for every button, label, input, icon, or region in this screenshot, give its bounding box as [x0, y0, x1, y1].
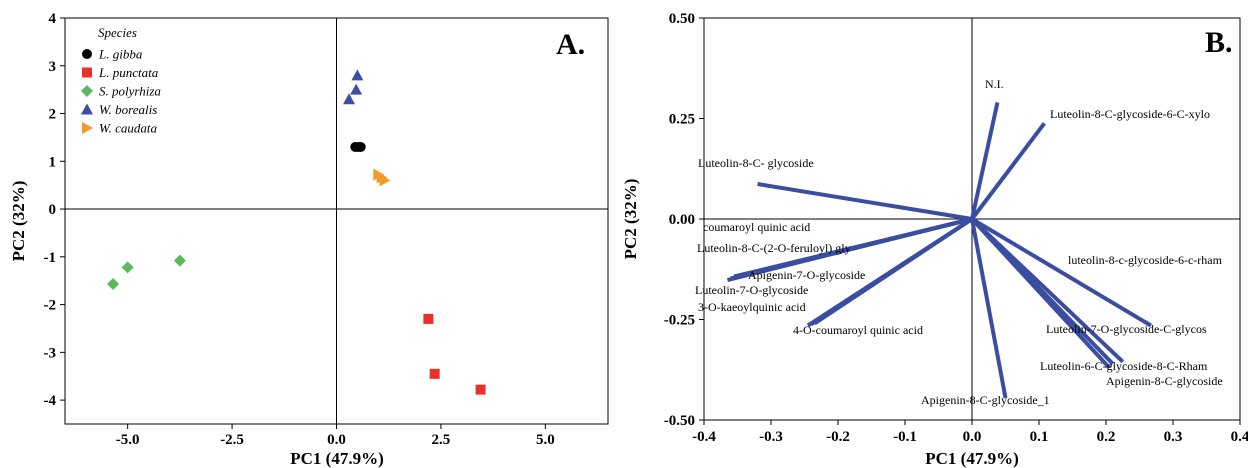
data-point — [355, 141, 366, 152]
vector-label: Apigenin-7-O-glycoside — [748, 268, 865, 282]
x-axis-label-a: PC1 (47.9%) — [290, 449, 383, 468]
series-w-caudata — [373, 168, 391, 187]
x-tick-label-a: -5.0 — [116, 432, 140, 448]
loading-vector — [970, 217, 1152, 328]
data-point — [429, 368, 440, 379]
data-point — [379, 174, 391, 187]
series-l-gibba — [350, 141, 366, 152]
vector-label: Luteolin-7-O-glycoside — [695, 283, 808, 297]
x-tick-label-a: 5.0 — [536, 432, 555, 448]
x-tick-label-b: -0.2 — [826, 429, 850, 445]
panel-b-loadings-plot: -0.4 -0.3 -0.2 -0.1 0.0 0.1 0.2 0.3 0.4 0.50 0.25 0… — [621, 11, 1248, 468]
x-tick-label-b: 0.1 — [1030, 429, 1049, 445]
vector-label: 4-O-coumaroyl quinic acid — [793, 323, 923, 337]
y-axis-label-a: PC2 (32%) — [9, 181, 28, 262]
vector-label: Luteolin-6-C-glycoside-8-C-Rham — [1040, 359, 1208, 373]
legend-item: W. caudata — [82, 121, 158, 136]
x-tick-label-b: 0.3 — [1164, 429, 1183, 445]
vector-label: Luteolin-7-O-glycoside-C-glycos — [1046, 322, 1207, 336]
y-axis-label-b: PC2 (32%) — [621, 179, 640, 260]
legend-label: L. punctata — [98, 65, 159, 80]
legend: Species L. gibba L. punctata S. polyrhiza W… — [81, 25, 161, 136]
legend-item: W. borealis — [81, 102, 157, 117]
y-tick-label-b: 0.50 — [669, 11, 695, 27]
vector-label: Luteolin-8-C- glycoside — [698, 156, 814, 170]
y-tick-label-a: -2 — [44, 298, 57, 314]
loading-vector — [970, 101, 1000, 220]
y-tick-label-a: 4 — [49, 11, 57, 27]
legend-marker — [82, 122, 93, 134]
x-tick-label-b: 0.2 — [1097, 429, 1116, 445]
x-tick-label-a: 2.5 — [432, 432, 451, 448]
x-tick-label-b: -0.4 — [692, 429, 716, 445]
vector-label: 3-O-kaeoylquinic acid — [698, 300, 806, 314]
x-tick-label-a: 0.0 — [327, 432, 346, 448]
y-tick-label-a: 3 — [49, 59, 57, 75]
data-point — [173, 254, 186, 267]
y-tick-label-b: -0.50 — [664, 413, 695, 429]
panel-a-scores-plot: -5.0 -2.5 0.0 2.5 5.0 4 3 2 1 0 -1 -2 -3 -4 Species L… — [9, 11, 609, 468]
legend-marker — [81, 85, 93, 97]
vector-label: Luteolin-8-C-glycoside-6-C-xylo — [1050, 107, 1210, 121]
x-tick-label-b: -0.3 — [759, 429, 783, 445]
y-tick-label-a: -4 — [44, 393, 57, 409]
series-s-polyrhiza — [107, 254, 186, 291]
x-tick-label-b: 0.0 — [963, 429, 982, 445]
legend-label: W. caudata — [99, 121, 158, 136]
x-tick-label-b: 0.4 — [1231, 429, 1248, 445]
legend-label: L. gibba — [98, 47, 143, 62]
y-tick-label-a: 1 — [49, 154, 57, 170]
legend-label: S. polyrhiza — [99, 84, 161, 99]
legend-item: S. polyrhiza — [81, 84, 161, 99]
vector-label: Apigenin-8-C-glycoside_1 — [921, 393, 1050, 407]
legend-item: L. gibba — [82, 47, 143, 62]
legend-label: W. borealis — [99, 102, 157, 117]
loading-vector — [733, 217, 973, 279]
data-point — [475, 384, 486, 395]
series-w-borealis — [343, 69, 364, 105]
legend-title: Species — [98, 25, 137, 40]
loading-vector — [813, 217, 974, 326]
vector-label: Luteolin-8-C-(2-O-feruloyl) gly — [697, 241, 851, 255]
y-tick-label-a: 0 — [49, 202, 57, 218]
data-point — [343, 93, 356, 105]
x-tick-label-b: -0.1 — [893, 429, 917, 445]
legend-marker — [81, 103, 93, 115]
y-tick-label-b: 0.00 — [669, 212, 695, 228]
y-tick-label-b: -0.25 — [664, 313, 695, 329]
vector-label: N.I. — [985, 77, 1004, 91]
legend-item: L. punctata — [82, 65, 159, 80]
x-tick-label-a: -2.5 — [220, 432, 244, 448]
vector-label: coumaroyl quinic acid — [703, 220, 810, 234]
panel-label-a: A. — [556, 28, 585, 61]
y-tick-label-a: -1 — [44, 250, 57, 266]
y-tick-label-b: 0.25 — [669, 112, 695, 128]
x-axis-label-b: PC1 (47.9%) — [925, 449, 1018, 468]
data-point — [351, 69, 364, 81]
legend-marker — [82, 67, 92, 78]
data-point — [107, 278, 120, 291]
vector-label: luteolin-8-c-glycoside-6-c-rham — [1068, 253, 1223, 267]
data-point — [350, 83, 363, 95]
data-point — [121, 261, 134, 274]
y-tick-label-a: -3 — [44, 345, 57, 361]
series-l-punctata — [423, 313, 486, 395]
legend-marker — [82, 49, 92, 59]
loading-vector — [970, 218, 1008, 399]
loading-vector — [970, 217, 1115, 366]
vector-label: Apigenin-8-C-glycoside — [1106, 374, 1223, 388]
data-point — [423, 313, 434, 324]
panel-label-b: B. — [1205, 26, 1233, 59]
loading-vector — [970, 122, 1046, 221]
y-tick-label-a: 2 — [49, 107, 57, 123]
loading-vector — [757, 182, 973, 221]
